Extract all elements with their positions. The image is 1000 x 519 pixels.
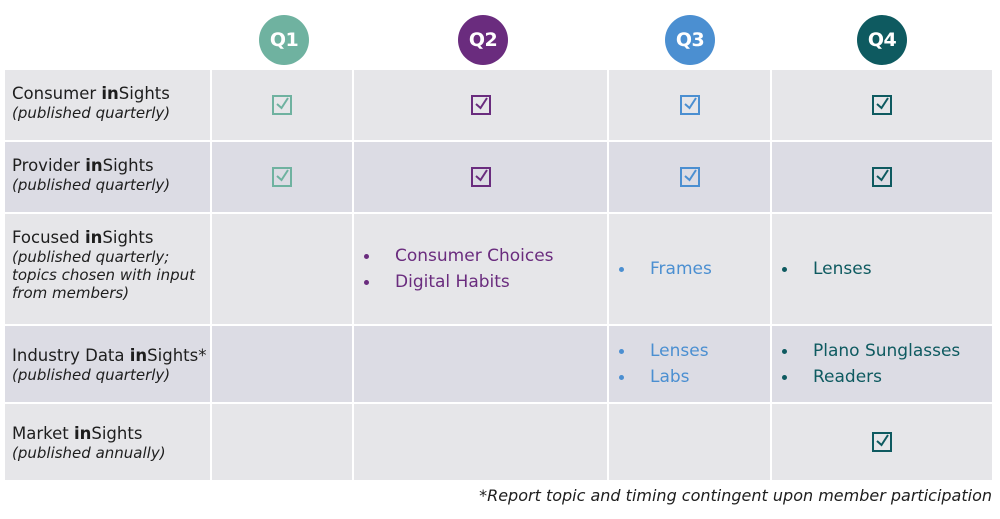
cell-industry-q1 <box>212 326 352 402</box>
row-name-suffix: Sights <box>102 156 154 175</box>
row-label-industry: Industry Data inSights* (published quart… <box>5 326 210 402</box>
topic-label: Lenses <box>813 259 872 279</box>
checkbox-icon <box>272 167 292 187</box>
cell-focused-q2: Consumer Choices Digital Habits <box>354 214 607 324</box>
checkbox-icon <box>470 167 491 187</box>
footnote: *Report topic and timing contingent upon… <box>479 486 992 505</box>
topic-label: Digital Habits <box>395 272 510 292</box>
list-item: Lenses <box>619 338 709 364</box>
row-subtitle: (published quarterly) <box>12 176 171 194</box>
topic-label: Frames <box>650 259 712 279</box>
cell-focused-q1 <box>212 214 352 324</box>
cell-consumer-q4 <box>772 70 992 140</box>
cell-focused-q4: Lenses <box>772 214 992 324</box>
list-item: Labs <box>619 364 709 390</box>
cell-industry-q2 <box>354 326 607 402</box>
insights-schedule-table: Consumer inSights (published quarterly) … <box>5 70 992 480</box>
q1-badge: Q1 <box>259 15 309 65</box>
row-name-bold: in <box>101 84 119 103</box>
cell-provider-q3 <box>609 142 770 212</box>
cell-consumer-q2 <box>354 70 607 140</box>
row-subtitle: (published quarterly) <box>12 366 171 384</box>
row-name: Industry Data <box>12 346 130 365</box>
row-label-provider: Provider inSights (published quarterly) <box>5 142 210 212</box>
row-name-suffix: Sights <box>102 228 154 247</box>
checkbox-icon <box>872 432 892 452</box>
topic-label: Labs <box>650 367 690 387</box>
list-item: Readers <box>782 364 960 390</box>
row-name-bold: in <box>85 156 103 175</box>
topic-label: Readers <box>813 367 883 387</box>
checkbox-icon <box>679 95 700 115</box>
list-item: Consumer Choices <box>364 243 554 269</box>
topic-label: Lenses <box>650 341 709 361</box>
cell-provider-q2 <box>354 142 607 212</box>
row-name-suffix: Sights <box>118 84 170 103</box>
cell-industry-q3: Lenses Labs <box>609 326 770 402</box>
list-item: Digital Habits <box>364 269 554 295</box>
cell-market-q1 <box>212 404 352 480</box>
row-subtitle: (published annually) <box>12 444 166 462</box>
row-name-bold: in <box>73 424 92 443</box>
row-label-focused: Focused inSights (published quarterly; t… <box>5 214 210 324</box>
list-item: Lenses <box>782 256 872 282</box>
q4-badge: Q4 <box>857 15 907 65</box>
row-subtitle: (published quarterly) <box>12 104 171 122</box>
cell-market-q4 <box>772 404 992 480</box>
row-name: Consumer <box>12 84 102 103</box>
checkbox-icon <box>872 167 892 187</box>
row-name: Provider <box>12 156 86 175</box>
cell-market-q3 <box>609 404 770 480</box>
q2-badge: Q2 <box>458 15 508 65</box>
list-item: Frames <box>619 256 712 282</box>
row-name-suffix: Sights <box>91 424 143 443</box>
cell-consumer-q1 <box>212 70 352 140</box>
checkbox-icon <box>470 95 491 115</box>
q3-badge: Q3 <box>665 15 715 65</box>
cell-provider-q1 <box>212 142 352 212</box>
row-name-bold: in <box>129 346 148 365</box>
topic-label: Consumer Choices <box>395 246 554 266</box>
cell-industry-q4: Plano Sunglasses Readers <box>772 326 992 402</box>
list-item: Plano Sunglasses <box>782 338 960 364</box>
row-subtitle: (published quarterly; topics chosen with… <box>12 248 196 302</box>
row-name-suffix: Sights* <box>147 346 207 365</box>
cell-market-q2 <box>354 404 607 480</box>
row-label-consumer: Consumer inSights (published quarterly) <box>5 70 210 140</box>
cell-focused-q3: Frames <box>609 214 770 324</box>
row-name: Focused <box>12 228 85 247</box>
row-name: Market <box>12 424 74 443</box>
cell-consumer-q3 <box>609 70 770 140</box>
row-label-market: Market inSights (published annually) <box>5 404 210 480</box>
checkbox-icon <box>872 95 892 115</box>
checkbox-icon <box>272 95 292 115</box>
cell-provider-q4 <box>772 142 992 212</box>
quarter-header: Q1 Q2 Q3 Q4 <box>0 0 1000 70</box>
topic-label: Plano Sunglasses <box>813 341 961 361</box>
row-name-bold: in <box>85 228 103 247</box>
checkbox-icon <box>679 167 700 187</box>
